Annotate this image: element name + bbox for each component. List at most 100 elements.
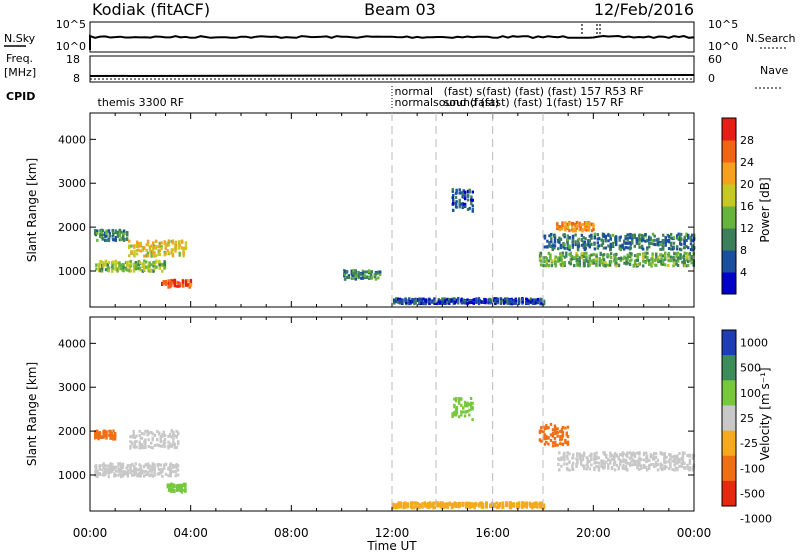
heatmap-cell (468, 188, 471, 192)
heatmap-cell (119, 267, 123, 271)
heatmap-cell (558, 451, 561, 455)
heatmap-cell (600, 465, 603, 468)
heatmap-cell (458, 201, 461, 205)
heatmap-cell (561, 221, 564, 225)
ytick-label: 1000 (58, 469, 86, 482)
heatmap-cell (135, 248, 139, 252)
heatmap-cell (173, 278, 177, 282)
time-axis: 00:00 04:00 08:00 12:00 16:00 20:00 00:00 (73, 526, 712, 540)
heatmap-cell (152, 241, 155, 245)
heatmap-cell (582, 245, 585, 249)
heatmap-cell (609, 454, 612, 458)
heatmap-cell (168, 483, 171, 487)
heatmap-cell (597, 456, 601, 460)
heatmap-cell (496, 297, 499, 301)
heatmap-cell (95, 267, 98, 271)
heatmap-cell (460, 297, 463, 301)
heatmap-cell (686, 454, 689, 457)
heatmap-cell (452, 198, 455, 202)
heatmap-cell (592, 253, 595, 257)
heatmap-cell (593, 458, 596, 462)
heatmap-cell (471, 204, 474, 208)
heatmap-cell (595, 457, 598, 460)
heatmap-cell (167, 444, 170, 448)
heatmap-cell (660, 261, 663, 265)
heatmap-cell (473, 506, 476, 510)
heatmap-cell (168, 432, 172, 436)
heatmap-cell (531, 506, 534, 510)
heatmap-cell (103, 432, 106, 436)
heatmap-cell (163, 466, 166, 470)
heatmap-cell (579, 462, 583, 466)
heatmap-cell (109, 429, 112, 433)
heatmap-cell (441, 301, 444, 305)
heatmap-cell (585, 224, 588, 228)
heatmap-cell (421, 502, 424, 506)
ytick-label: 3000 (58, 381, 86, 394)
heatmap-cell (182, 248, 185, 252)
heatmap-cell (176, 487, 180, 491)
heatmap-cell (454, 202, 458, 205)
heatmap-cell (158, 266, 161, 270)
heatmap-cell (102, 473, 105, 477)
heatmap-cell (114, 238, 117, 242)
heatmap-cell (451, 189, 454, 193)
heatmap-cell (454, 196, 458, 199)
heatmap-cell (540, 439, 543, 443)
heatmap-cell (566, 235, 569, 239)
heatmap-cell (667, 234, 671, 238)
heatmap-cell (600, 238, 603, 242)
heatmap-cell (653, 452, 656, 456)
heatmap-cell (549, 433, 553, 437)
heatmap-cell (676, 259, 680, 263)
heatmap-cell (184, 486, 187, 490)
heatmap-cell (437, 301, 440, 305)
heatmap-cell (140, 446, 144, 450)
heatmap-cell (428, 302, 431, 306)
heatmap-cell (107, 239, 111, 243)
heatmap-cell (676, 256, 680, 260)
heatmap-cell (560, 259, 563, 262)
heatmap-cell (360, 276, 363, 280)
heatmap-cell (374, 277, 378, 281)
heatmap-cell (581, 455, 585, 459)
heatmap-cell (638, 245, 641, 249)
heatmap-cell (642, 238, 645, 241)
heatmap-cell (141, 264, 144, 268)
heatmap-cell (141, 269, 144, 273)
heatmap-cell (139, 472, 142, 476)
heatmap-cell (574, 243, 577, 247)
heatmap-cell (139, 470, 142, 474)
heatmap-cell (667, 252, 671, 255)
heatmap-cell (128, 239, 131, 243)
heatmap-cell (679, 256, 682, 260)
heatmap-cell (689, 236, 693, 240)
heatmap-cell (158, 244, 161, 248)
heatmap-cell (148, 473, 151, 477)
heatmap-cell (583, 228, 587, 232)
heatmap-cell (145, 265, 148, 269)
heatmap-cell (113, 433, 117, 437)
heatmap-cell (101, 229, 105, 233)
heatmap-cell (163, 438, 167, 441)
heatmap-cell (590, 236, 593, 240)
heatmap-cell (399, 502, 402, 506)
heatmap-cell (631, 237, 634, 241)
heatmap-cell (147, 267, 150, 271)
heatmap-cell (613, 454, 617, 458)
heatmap-cell (462, 410, 465, 414)
heatmap-cell (100, 260, 104, 264)
heatmap-cell (556, 222, 559, 226)
heatmap-cell (517, 503, 521, 507)
colorbar-frame (721, 117, 737, 295)
heatmap-cell (598, 263, 601, 267)
heatmap-cell (354, 272, 357, 276)
heatmap-cell (484, 298, 487, 302)
heatmap-cell (642, 256, 645, 260)
heatmap-cell (549, 439, 553, 442)
heatmap-cell (593, 454, 596, 458)
heatmap-cell (548, 234, 551, 238)
heatmap-cell (416, 505, 419, 509)
freq-panel: 18 8 60 0 (66, 53, 722, 85)
heatmap-cell (655, 253, 658, 257)
